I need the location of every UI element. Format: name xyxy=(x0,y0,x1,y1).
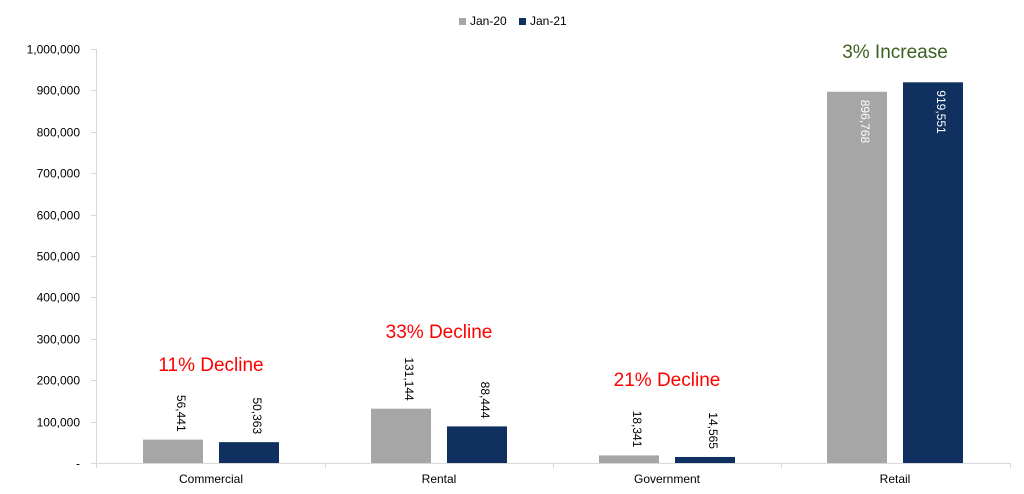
y-tick-label: 300,000 xyxy=(37,333,81,347)
y-tick-label: 900,000 xyxy=(37,84,81,98)
y-tick-label: 800,000 xyxy=(37,126,81,140)
y-tick-label: 500,000 xyxy=(37,250,81,264)
bar-jan-21-commercial xyxy=(219,442,279,463)
y-tick-label: 600,000 xyxy=(37,209,81,223)
y-tick-label: 1,000,000 xyxy=(27,43,81,57)
bar-jan-21-rental xyxy=(447,426,507,463)
annotation-government: 21% Decline xyxy=(614,370,721,391)
x-category-label: Commercial xyxy=(179,472,243,486)
data-label: 919,551 xyxy=(934,90,948,134)
bar-jan-21-retail xyxy=(903,82,963,464)
data-label: 56,441 xyxy=(174,395,188,432)
bar-jan-20-commercial xyxy=(143,439,203,463)
bar-jan-20-government xyxy=(599,455,659,463)
y-tick-label: - xyxy=(76,457,80,471)
data-label: 88,444 xyxy=(478,382,492,419)
y-tick-label: 100,000 xyxy=(37,416,81,430)
x-category-label: Rental xyxy=(422,472,457,486)
data-label: 50,363 xyxy=(250,397,264,434)
bar-jan-20-rental xyxy=(371,408,431,463)
legend-swatch-jan-20 xyxy=(459,18,466,25)
annotation-rental: 33% Decline xyxy=(386,322,493,343)
y-tick-label: 400,000 xyxy=(37,291,81,305)
bar-jan-20-retail xyxy=(827,91,887,464)
legend-label: Jan-20 xyxy=(470,14,507,28)
x-category-label: Retail xyxy=(880,472,911,486)
legend-swatch-jan-21 xyxy=(519,18,526,25)
data-label: 18,341 xyxy=(630,411,644,448)
bar-jan-21-government xyxy=(675,456,735,463)
legend-label: Jan-21 xyxy=(530,14,567,28)
annotation-commercial: 11% Decline xyxy=(158,355,263,376)
annotation-retail: 3% Increase xyxy=(842,42,948,63)
data-label: 14,565 xyxy=(706,412,720,449)
data-label: 896,768 xyxy=(858,100,872,144)
x-category-label: Government xyxy=(634,472,701,486)
y-tick-label: 700,000 xyxy=(37,167,81,181)
y-tick-label: 200,000 xyxy=(37,374,81,388)
data-label: 131,144 xyxy=(402,357,416,401)
